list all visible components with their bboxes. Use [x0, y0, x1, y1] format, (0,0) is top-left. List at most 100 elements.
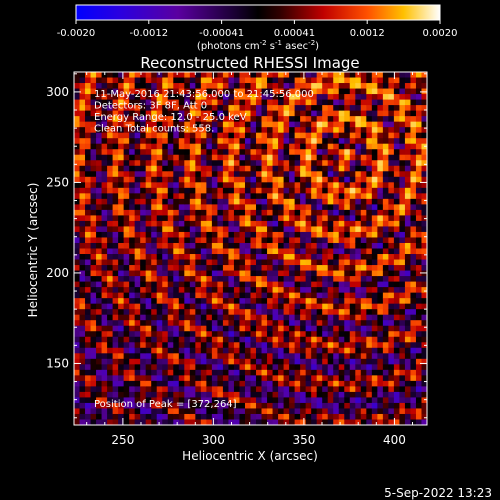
- heatmap-cell: [294, 347, 301, 354]
- heatmap-cell: [239, 364, 246, 371]
- heatmap-cell: [344, 386, 351, 393]
- heatmap-cell: [222, 364, 229, 371]
- heatmap-cell: [96, 408, 102, 415]
- heatmap-cell: [399, 193, 406, 200]
- heatmap-cell: [393, 270, 400, 277]
- heatmap-cell: [74, 265, 80, 271]
- heatmap-cell: [217, 165, 224, 172]
- heatmap-cell: [151, 132, 158, 139]
- heatmap-cell: [393, 386, 400, 393]
- heatmap-cell: [140, 226, 147, 233]
- heatmap-cell: [239, 105, 246, 112]
- heatmap-cell: [256, 265, 262, 271]
- heatmap-cell: [96, 143, 102, 150]
- heatmap-cell: [129, 298, 136, 305]
- heatmap-cell: [145, 204, 152, 211]
- heatmap-cell: [278, 276, 284, 282]
- heatmap-cell: [129, 116, 136, 123]
- heatmap-cell: [189, 254, 196, 260]
- heatmap-cell: [195, 187, 202, 194]
- heatmap-cell: [173, 209, 180, 216]
- heatmap-cell: [289, 110, 296, 117]
- heatmap-cell: [355, 265, 362, 271]
- heatmap-cell: [211, 402, 218, 409]
- heatmap-cell: [256, 127, 262, 134]
- heatmap-cell: [316, 325, 323, 332]
- heatmap-cell: [267, 336, 273, 343]
- heatmap-cell: [123, 413, 130, 420]
- heatmap-cell: [79, 77, 86, 84]
- heatmap-cell: [261, 165, 268, 172]
- heatmap-cell: [96, 242, 102, 249]
- heatmap-cell: [327, 353, 334, 360]
- heatmap-cell: [211, 358, 218, 365]
- heatmap-cell: [217, 226, 224, 233]
- heatmap-cell: [107, 193, 114, 200]
- heatmap-cell: [404, 127, 411, 134]
- heatmap-cell: [404, 314, 411, 321]
- heatmap-cell: [123, 226, 130, 233]
- heatmap-cell: [371, 215, 378, 222]
- heatmap-cell: [360, 276, 367, 282]
- heatmap-cell: [233, 413, 240, 420]
- heatmap-cell: [195, 402, 202, 409]
- heatmap-cell: [222, 94, 229, 100]
- heatmap-cell: [294, 353, 301, 360]
- heatmap-cell: [206, 165, 213, 172]
- heatmap-cell: [410, 138, 417, 145]
- heatmap-cell: [338, 270, 345, 277]
- heatmap-cell: [388, 413, 395, 420]
- heatmap-cell: [90, 154, 97, 161]
- heatmap-cell: [140, 325, 147, 332]
- heatmap-cell: [195, 77, 202, 84]
- heatmap-cell: [178, 193, 185, 200]
- heatmap-cell: [421, 336, 427, 343]
- heatmap-cell: [123, 116, 130, 123]
- heatmap-cell: [333, 397, 340, 404]
- heatmap-cell: [272, 165, 279, 172]
- heatmap-cell: [90, 419, 97, 425]
- heatmap-cell: [256, 149, 262, 156]
- heatmap-cell: [85, 105, 91, 112]
- heatmap-cell: [250, 309, 257, 316]
- heatmap-cell: [79, 303, 86, 310]
- heatmap-cell: [145, 265, 152, 271]
- heatmap-cell: [272, 292, 279, 299]
- heatmap-cell: [283, 276, 290, 282]
- heatmap-cell: [244, 237, 251, 244]
- heatmap-cell: [382, 292, 389, 299]
- heatmap-cell: [294, 154, 301, 161]
- heatmap-cell: [134, 121, 141, 128]
- heatmap-cell: [228, 237, 235, 244]
- heatmap-cell: [151, 242, 158, 249]
- heatmap-cell: [344, 358, 351, 365]
- heatmap-cell: [399, 391, 406, 398]
- heatmap-cell: [360, 242, 367, 249]
- heatmap-cell: [184, 198, 191, 205]
- heatmap-cell: [393, 94, 400, 100]
- heatmap-cell: [195, 105, 202, 112]
- heatmap-cell: [305, 259, 312, 266]
- heatmap-cell: [272, 121, 279, 128]
- heatmap-cell: [338, 143, 345, 150]
- heatmap-cell: [233, 226, 240, 233]
- heatmap-cell: [283, 325, 290, 332]
- heatmap-cell: [206, 342, 213, 349]
- heatmap-cell: [311, 413, 318, 420]
- heatmap-cell: [267, 292, 273, 299]
- heatmap-cell: [305, 314, 312, 321]
- heatmap-cell: [189, 309, 196, 316]
- heatmap-cell: [211, 375, 218, 382]
- heatmap-cell: [278, 265, 284, 271]
- heatmap-cell: [239, 292, 246, 299]
- heatmap-cell: [167, 198, 174, 205]
- heatmap-cell: [278, 413, 284, 420]
- heatmap-cell: [156, 353, 163, 360]
- heatmap-cell: [228, 110, 235, 117]
- heatmap-cell: [162, 209, 169, 216]
- heatmap-cell: [107, 204, 114, 211]
- heatmap-cell: [189, 402, 196, 409]
- heatmap-cell: [173, 303, 180, 310]
- heatmap-cell: [118, 132, 125, 139]
- heatmap-cell: [410, 99, 417, 106]
